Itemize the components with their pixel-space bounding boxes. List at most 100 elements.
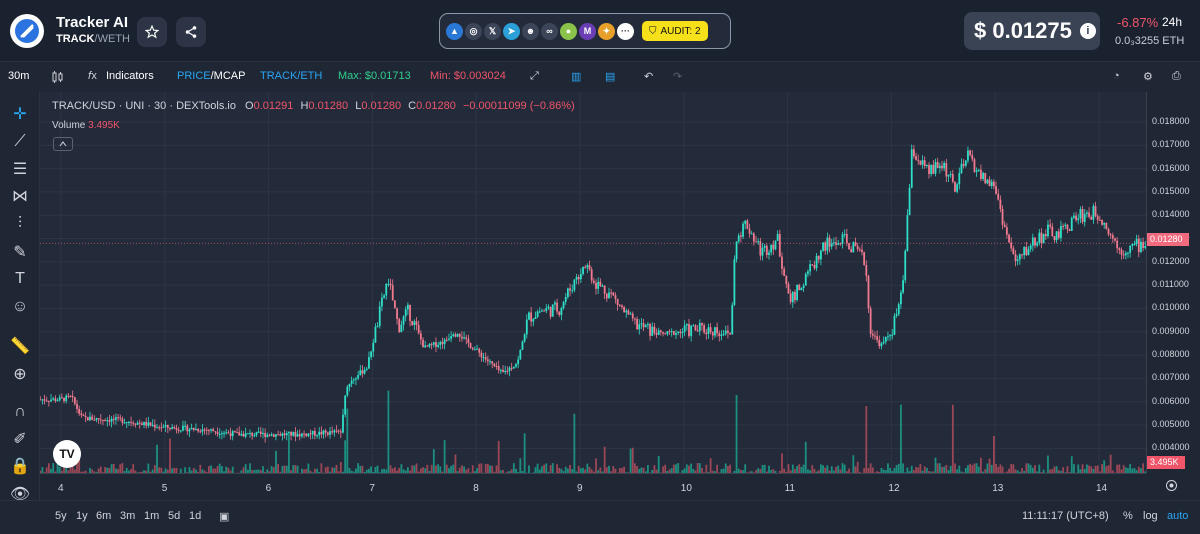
price-mcap-toggle[interactable]: PRICE/MCAP xyxy=(177,70,246,82)
volume-bar xyxy=(858,471,861,473)
range-1m[interactable]: 1m xyxy=(144,510,160,522)
candle-body xyxy=(843,234,846,236)
axis-settings-icon[interactable] xyxy=(1165,479,1178,497)
volume-bar xyxy=(802,464,805,473)
date-range-icon[interactable]: ▣ xyxy=(219,511,230,523)
range-5d[interactable]: 5d xyxy=(168,510,181,522)
globe-icon[interactable]: ◎ xyxy=(465,22,482,40)
candle-body xyxy=(387,283,390,285)
cmc-icon[interactable]: M xyxy=(579,22,596,40)
crosshair-icon[interactable]: ✛ xyxy=(13,106,27,123)
link-icon[interactable]: ∞ xyxy=(541,22,558,40)
audit-badge[interactable]: ⛉ AUDIT: 2 xyxy=(642,21,708,41)
price-tick-label: 0.014000 xyxy=(1152,209,1190,220)
volume-bar xyxy=(822,465,824,473)
pencil-lock-icon[interactable]: ✐ xyxy=(13,431,27,448)
magnet-icon[interactable]: ∩ xyxy=(14,403,26,420)
candle-style-icon[interactable] xyxy=(50,70,64,87)
price-chart[interactable] xyxy=(40,92,1146,473)
bar-chart-icon[interactable]: ▥ xyxy=(571,71,582,83)
candle-body xyxy=(56,400,59,402)
candle-body xyxy=(696,330,699,332)
candle-body xyxy=(975,170,978,172)
trendline-icon[interactable]: ⟋ xyxy=(14,133,26,150)
candle-body xyxy=(426,345,429,347)
chart-plot-area[interactable] xyxy=(40,92,1146,473)
volume-bar xyxy=(603,446,606,473)
tradingview-logo[interactable]: TV xyxy=(53,440,81,468)
volume-bar xyxy=(474,471,476,473)
more-icon[interactable]: ··· xyxy=(617,22,634,40)
zoom-in-icon[interactable]: ⊕ xyxy=(13,366,27,383)
volume-bar xyxy=(1088,465,1090,473)
candle-body xyxy=(964,160,967,166)
candle-body xyxy=(993,181,995,187)
volume-bar xyxy=(809,470,811,473)
camera-icon[interactable]: ⎙ xyxy=(1172,70,1181,82)
info-icon[interactable]: i xyxy=(1079,23,1096,39)
token-pair: TRACK/WETH xyxy=(56,33,130,45)
range-1d[interactable]: 1d xyxy=(189,510,202,522)
text-icon[interactable]: T xyxy=(15,270,25,287)
percent-toggle[interactable]: % xyxy=(1123,510,1133,522)
volume-bar xyxy=(852,455,855,473)
x-icon[interactable]: 𝕏 xyxy=(484,22,501,40)
fib-lines-icon[interactable]: ☰ xyxy=(12,161,28,178)
range-6m[interactable]: 6m xyxy=(96,510,112,522)
candle-body xyxy=(951,174,954,182)
lock-icon[interactable]: 🔒 xyxy=(10,458,30,475)
volume-chart-icon[interactable]: ▤ xyxy=(605,71,616,83)
undo-icon[interactable]: ↶ xyxy=(644,71,654,83)
candle-body xyxy=(445,339,448,341)
auto-toggle[interactable]: auto xyxy=(1167,510,1189,522)
candle-body xyxy=(322,430,325,435)
share-button[interactable] xyxy=(176,17,206,47)
candle-body xyxy=(705,332,708,334)
candle-body xyxy=(450,336,453,339)
projection-icon[interactable]: ⫶ xyxy=(17,215,22,232)
collapse-legend-button[interactable] xyxy=(53,137,73,151)
volume-bar xyxy=(1094,465,1097,473)
interval-selector[interactable]: 30m xyxy=(8,70,30,82)
fullscreen-icon[interactable]: ⤢ xyxy=(530,70,539,82)
candle-body xyxy=(1068,229,1071,231)
track-eth-toggle[interactable]: TRACK/ETH xyxy=(260,70,323,82)
reddit-icon[interactable]: ☻ xyxy=(522,22,539,40)
time-axis[interactable]: 4 5 6 7 8 9 10 11 12 13 14 xyxy=(40,473,1146,499)
coingecko-icon[interactable]: ● xyxy=(560,22,577,40)
candle-body xyxy=(112,418,115,420)
log-toggle[interactable]: log xyxy=(1143,510,1158,522)
volume-bar xyxy=(1120,469,1123,473)
telegram-icon[interactable]: ➤ xyxy=(503,22,520,40)
candle-body xyxy=(698,323,701,332)
volume-bar xyxy=(508,471,511,473)
candle-body xyxy=(1144,245,1146,248)
volume-bar xyxy=(772,469,775,473)
candle-body xyxy=(316,435,318,437)
indicators-button[interactable]: Indicators xyxy=(106,70,154,82)
favorite-star-button[interactable] xyxy=(137,17,167,47)
volume-bar xyxy=(229,470,232,473)
ruler-icon[interactable]: 📏 xyxy=(10,338,30,355)
volume-bar xyxy=(737,468,740,473)
volume-bar xyxy=(742,470,744,473)
redo-icon[interactable]: ↷ xyxy=(673,71,683,83)
alert-icon[interactable]: ◔ xyxy=(1113,70,1120,82)
fox-icon[interactable]: ✦ xyxy=(598,22,615,40)
range-5y[interactable]: 5y xyxy=(55,510,67,522)
eye-icon[interactable]: 👁 xyxy=(9,486,31,503)
chart-icon[interactable]: ▲ xyxy=(446,22,463,40)
emoji-icon[interactable]: ☺ xyxy=(11,298,29,315)
price-axis[interactable]: 0.018000 0.017000 0.016000 0.015000 0.014000… xyxy=(1146,92,1200,473)
price-change: -6.87% xyxy=(1117,15,1159,30)
volume-bar xyxy=(69,465,72,473)
volume-bar xyxy=(796,465,799,473)
candle-body xyxy=(1124,253,1127,256)
settings-gear-icon[interactable]: ⚙ xyxy=(1143,71,1153,83)
brush-icon[interactable]: ✎ xyxy=(13,244,27,261)
range-1y[interactable]: 1y xyxy=(76,510,88,522)
share-icon xyxy=(185,26,197,38)
range-3m[interactable]: 3m xyxy=(120,510,136,522)
pattern-icon[interactable]: ⋈ xyxy=(12,188,28,205)
candle-body xyxy=(770,244,773,253)
